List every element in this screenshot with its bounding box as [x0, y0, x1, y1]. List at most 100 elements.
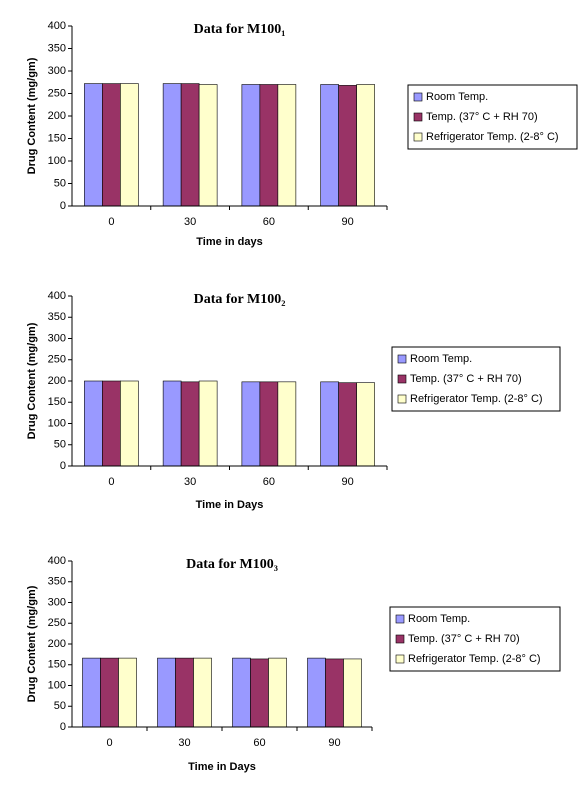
x-tick-label: 0	[108, 476, 114, 488]
bar	[338, 85, 357, 207]
y-tick-label: 300	[48, 65, 66, 77]
y-tick-label: 250	[48, 617, 66, 629]
y-tick-label: 350	[48, 576, 66, 588]
bar	[268, 657, 287, 728]
legend-label: Refrigerator Temp. (2-8° C)	[426, 131, 559, 143]
legend-label: Room Temp.	[426, 91, 488, 103]
legend-swatch	[413, 132, 423, 142]
bar	[118, 657, 137, 728]
x-tick-label: 60	[253, 737, 265, 749]
legend-label: Temp. (37° C + RH 70)	[408, 633, 520, 645]
legend-swatch	[395, 614, 405, 624]
y-tick-label: 0	[60, 721, 66, 733]
x-tick-label: 60	[263, 476, 275, 488]
y-axis-label: Drug Content (mg/gm)	[26, 585, 38, 702]
y-tick-label: 50	[54, 700, 66, 712]
x-tick-label: 0	[106, 737, 112, 749]
x-axis-label: Time in Days	[188, 761, 256, 773]
y-tick-label: 250	[48, 354, 66, 366]
y-tick-label: 400	[48, 20, 66, 32]
bar	[84, 380, 103, 467]
y-tick-label: 50	[54, 439, 66, 451]
bar	[198, 84, 218, 207]
bar	[180, 381, 200, 467]
bar	[232, 657, 251, 728]
legend-swatch	[397, 354, 407, 364]
y-tick-label: 300	[48, 332, 66, 344]
legend-label: Room Temp.	[408, 613, 470, 625]
bar	[193, 657, 212, 728]
bar	[84, 83, 103, 207]
legend-swatch	[413, 112, 423, 122]
bar	[307, 657, 326, 728]
y-tick-label: 0	[60, 200, 66, 212]
y-tick-label: 300	[48, 596, 66, 608]
x-tick-label: 90	[342, 216, 354, 228]
legend-label: Temp. (37° C + RH 70)	[426, 111, 538, 123]
bar	[356, 84, 375, 207]
y-tick-label: 150	[48, 132, 66, 144]
bar	[82, 657, 101, 728]
y-tick-label: 100	[48, 417, 66, 429]
legend-box	[391, 346, 561, 412]
x-tick-label: 30	[184, 476, 196, 488]
x-axis-label: Time in Days	[196, 499, 264, 511]
legend-box	[389, 606, 561, 672]
bar	[102, 380, 121, 467]
x-tick-label: 30	[178, 737, 190, 749]
y-tick-label: 0	[60, 460, 66, 472]
y-tick-label: 350	[48, 42, 66, 54]
legend-label: Refrigerator Temp. (2-8° C)	[408, 653, 541, 665]
chart-title: Data for M100₂	[194, 292, 286, 307]
y-tick-label: 350	[48, 311, 66, 323]
legend-label: Temp. (37° C + RH 70)	[410, 373, 522, 385]
bar	[250, 658, 269, 728]
y-tick-label: 200	[48, 638, 66, 650]
bar	[120, 83, 139, 207]
x-tick-label: 90	[342, 476, 354, 488]
y-tick-label: 200	[48, 375, 66, 387]
bar	[162, 83, 182, 207]
bar	[120, 380, 139, 467]
bar	[157, 657, 176, 728]
x-tick-label: 90	[328, 737, 340, 749]
bar	[338, 382, 357, 467]
y-axis-label: Drug Content (mg/gm)	[26, 57, 38, 174]
bar	[180, 83, 200, 207]
y-tick-label: 400	[48, 290, 66, 302]
y-axis-label: Drug Content (mg/gm)	[26, 322, 38, 439]
x-tick-label: 60	[263, 216, 275, 228]
bar	[259, 84, 279, 207]
chart-title: Data for M100₁	[194, 22, 286, 37]
y-tick-label: 200	[48, 110, 66, 122]
x-axis-label: Time in days	[196, 236, 262, 248]
bar	[320, 84, 339, 207]
x-tick-label: 30	[184, 216, 196, 228]
legend-swatch	[397, 394, 407, 404]
bar	[343, 658, 362, 728]
y-tick-label: 250	[48, 87, 66, 99]
bar	[320, 381, 339, 467]
bar	[100, 657, 119, 728]
bar	[277, 381, 297, 467]
bar	[356, 382, 375, 467]
y-tick-label: 100	[48, 679, 66, 691]
legend-swatch	[395, 654, 405, 664]
bar	[102, 83, 121, 207]
legend-label: Refrigerator Temp. (2-8° C)	[410, 393, 543, 405]
legend-swatch	[397, 374, 407, 384]
bar	[277, 84, 297, 207]
bar	[325, 658, 344, 728]
legend-box	[407, 84, 578, 150]
legend-label: Room Temp.	[410, 353, 472, 365]
y-tick-label: 400	[48, 555, 66, 567]
bar	[162, 380, 182, 467]
bar	[241, 381, 261, 467]
legend-swatch	[395, 634, 405, 644]
bar	[198, 380, 218, 467]
chart-title: Data for M100₃	[186, 557, 278, 572]
bar	[175, 657, 194, 728]
bar	[259, 381, 279, 467]
